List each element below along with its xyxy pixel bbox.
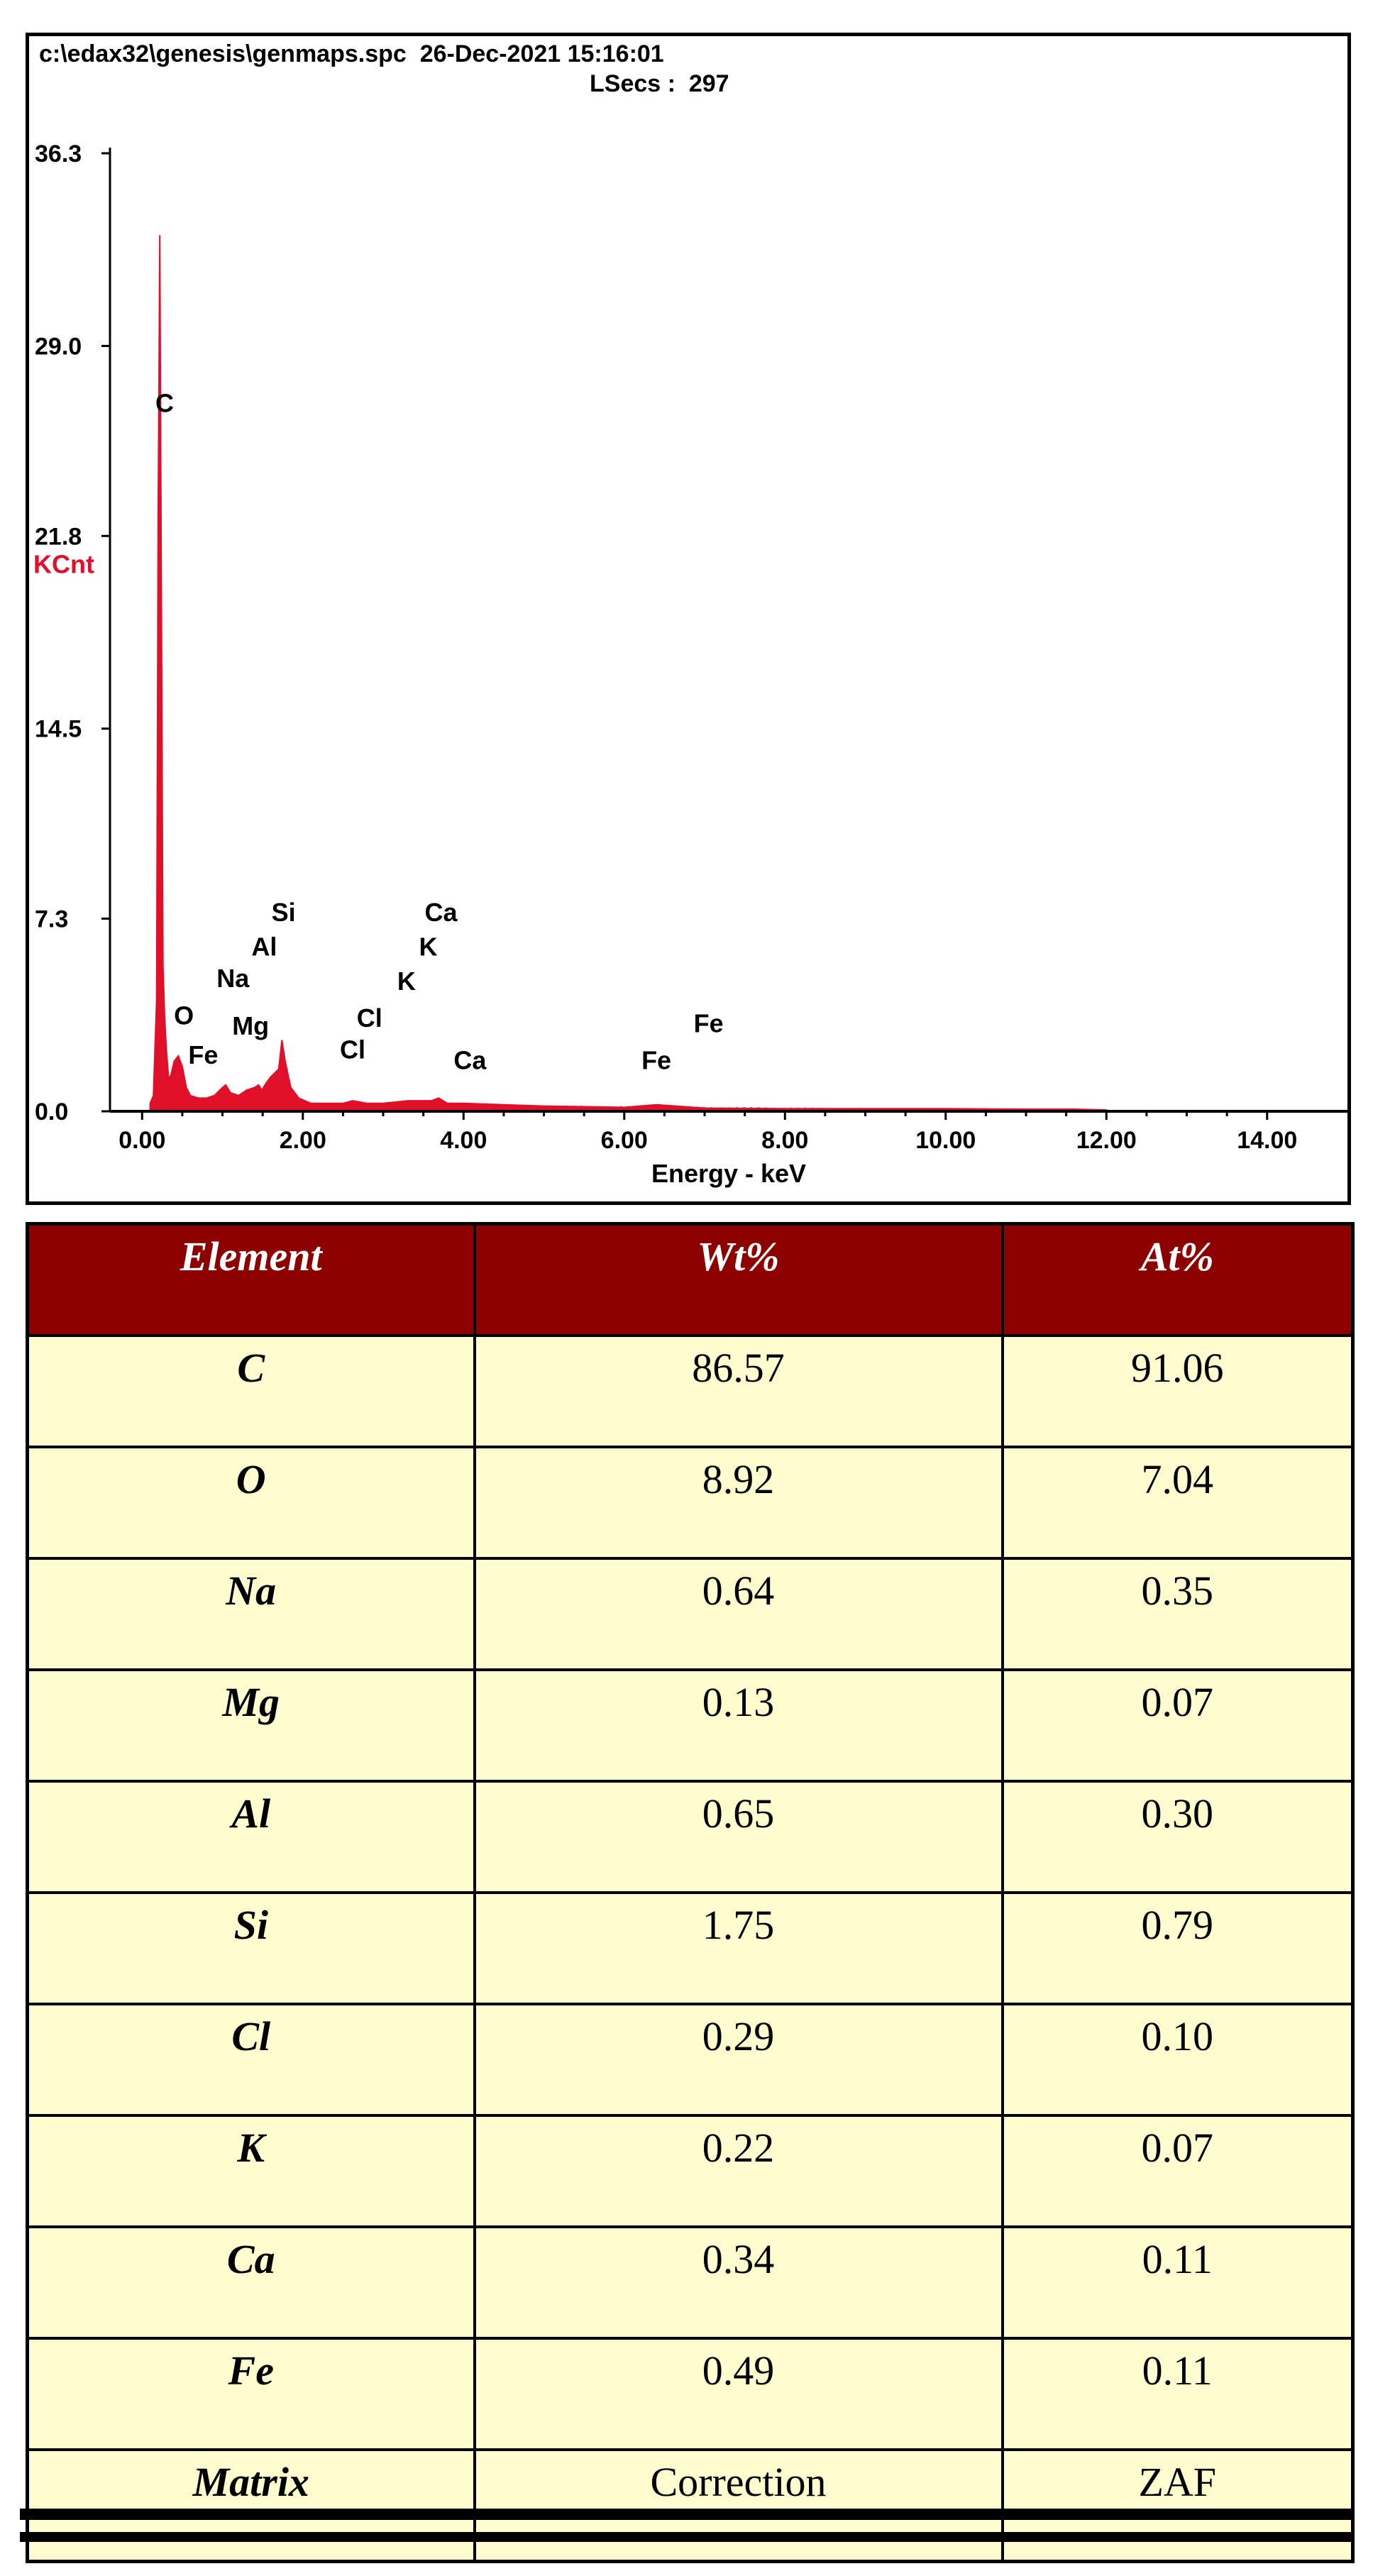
peak-label: Mg [232,1011,269,1040]
peak-label: Si [272,898,296,927]
column-header-wt-percent: Wt% [473,1222,1004,1337]
peak-label: Cl [340,1035,365,1064]
column-header-at-percent: At% [1000,1222,1355,1337]
at-percent-cell: 0.07 [1000,1668,1355,1783]
live-seconds-text: LSecs : 297 [590,70,729,97]
x-tick-label: 12.00 [1076,1127,1137,1154]
x-tick-label: 10.00 [915,1127,976,1154]
y-tick-label: 36.3 [35,141,82,167]
x-tick-label: 4.00 [440,1127,487,1154]
table-row: O 8.92 7.04 [26,1446,1355,1560]
at-percent-cell: 0.07 [1000,2114,1355,2228]
spectrum-panel: c:\edax32\genesis\genmaps.spc 26-Dec-202… [26,33,1351,1205]
at-percent-cell: 0.30 [1000,1780,1355,1894]
y-axis-label: KCnt [33,549,94,578]
at-percent-cell: 0.11 [1000,2337,1355,2451]
element-cell: O [26,1446,476,1560]
element-cell: Fe [26,2337,476,2451]
x-tick-label: 14.00 [1237,1127,1297,1154]
y-tick-label: 21.8 [35,523,82,550]
y-tick-label: 7.3 [35,906,68,933]
x-tick-label: 8.00 [761,1127,808,1154]
y-tick-label: 29.0 [35,333,82,360]
peak-label: K [419,932,437,962]
element-cell: Na [26,1557,476,1671]
table-row: Fe 0.49 0.11 [26,2337,1355,2451]
at-percent-cell: 0.10 [1000,2003,1355,2117]
x-tick-label: 0.00 [118,1127,165,1154]
bottom-rule-thick [20,2509,1352,2520]
peak-label: Cl [357,1003,382,1033]
wt-percent-cell: 86.57 [473,1334,1004,1448]
peak-label: Fe [188,1040,218,1069]
element-cell: Matrix [26,2448,476,2563]
y-tick-label: 14.5 [35,716,82,743]
element-cell: Ca [26,2225,476,2340]
at-percent-cell: 91.06 [1000,1334,1355,1448]
table-row: C 86.57 91.06 [26,1334,1355,1448]
y-tick-label: 0.0 [35,1099,68,1125]
bottom-rule-second [20,2532,1352,2542]
peak-label: Ca [453,1045,487,1074]
file-info-text: c:\edax32\genesis\genmaps.spc 26-Dec-202… [39,40,664,67]
wt-percent-cell: 0.34 [473,2225,1004,2340]
wt-percent-cell: 1.75 [473,1891,1004,2005]
peak-label: Na [216,964,250,993]
peak-label: Ca [425,898,458,927]
peak-label: Fe [641,1045,671,1074]
wt-percent-cell: 0.49 [473,2337,1004,2451]
wt-percent-cell: 0.22 [473,2114,1004,2228]
at-percent-cell: 0.79 [1000,1891,1355,2005]
table-row: K 0.22 0.07 [26,2114,1355,2228]
table-row: Si 1.75 0.79 [26,1891,1355,2005]
x-tick-label: 6.00 [601,1127,648,1154]
peak-label: Fe [694,1008,724,1037]
peak-label: O [174,1001,194,1030]
wt-percent-cell: 0.65 [473,1780,1004,1894]
at-percent-cell: 0.11 [1000,2225,1355,2340]
table-header-row: Element Wt% At% [26,1222,1355,1337]
table-row: Matrix Correction ZAF [26,2448,1355,2563]
table-row: Mg 0.13 0.07 [26,1668,1355,1783]
peak-label: C [155,388,174,417]
at-percent-cell: 0.35 [1000,1557,1355,1671]
element-cell: Mg [26,1668,476,1783]
table-row: Ca 0.34 0.11 [26,2225,1355,2340]
element-cell: Si [26,1891,476,2005]
peak-label: K [397,967,416,996]
table-row: Na 0.64 0.35 [26,1557,1355,1671]
wt-percent-cell: Correction [473,2448,1004,2563]
peak-label: Al [251,932,277,962]
at-percent-cell: 7.04 [1000,1446,1355,1560]
wt-percent-cell: 8.92 [473,1446,1004,1560]
at-percent-cell: ZAF [1000,2448,1355,2563]
wt-percent-cell: 0.13 [473,1668,1004,1783]
spectrum-chart: 0.0 7.3 14.5 21.8 29.0 36.3 0.00 2.00 4.00 6.00 8.… [33,141,1347,1188]
table-row: Al 0.65 0.30 [26,1780,1355,1894]
element-cell: Al [26,1780,476,1894]
spectrum-area [149,235,1108,1112]
column-header-element: Element [26,1222,476,1337]
wt-percent-cell: 0.64 [473,1557,1004,1671]
x-axis-label: Energy - keV [651,1159,806,1188]
element-cell: C [26,1334,476,1448]
element-cell: K [26,2114,476,2228]
table-row: Cl 0.29 0.10 [26,2003,1355,2117]
wt-percent-cell: 0.29 [473,2003,1004,2117]
composition-table: Element Wt% At% C 86.57 91.06 O 8.92 7.0… [26,1222,1355,2563]
x-tick-label: 2.00 [280,1127,326,1154]
element-cell: Cl [26,2003,476,2117]
